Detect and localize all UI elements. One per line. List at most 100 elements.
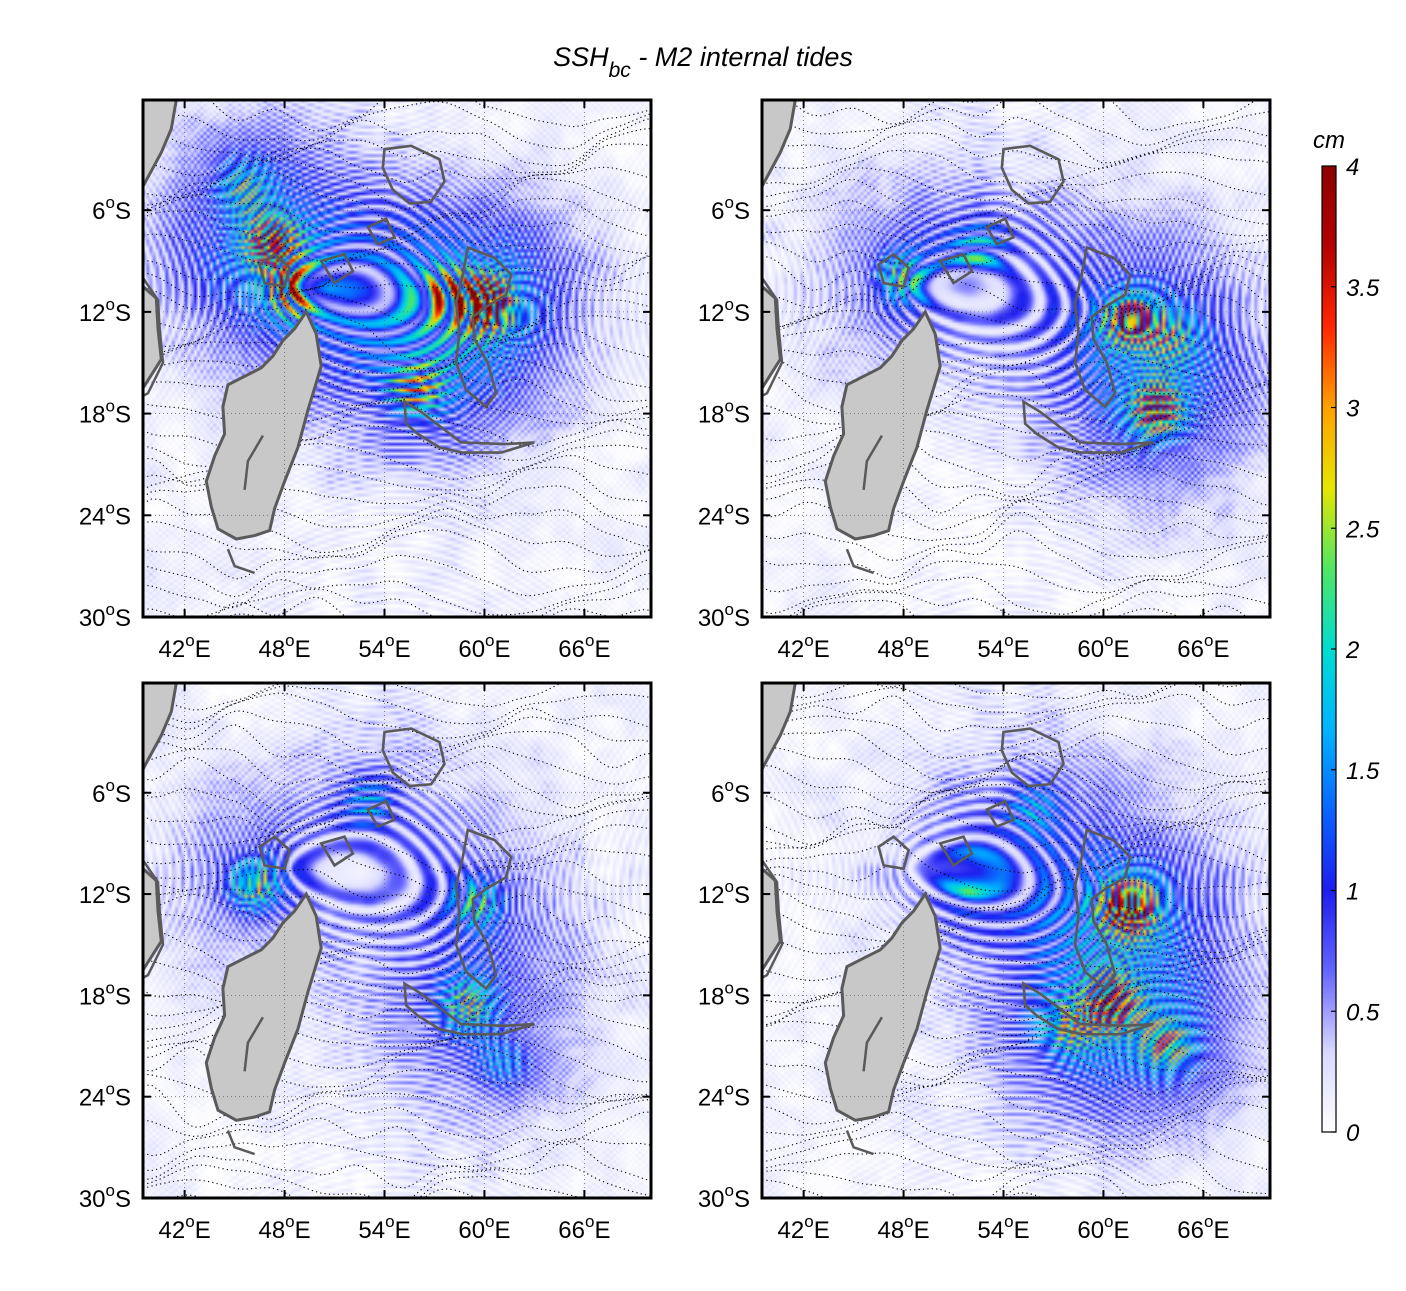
phase-line xyxy=(762,886,1270,942)
phase-line xyxy=(762,1152,1270,1195)
x-tick-label: 42oE xyxy=(778,1212,830,1244)
y-tick-label: 30oS xyxy=(79,600,131,632)
ridge-outline xyxy=(454,245,513,409)
x-tick-label: 66oE xyxy=(558,1212,610,1244)
title-rest: - M2 internal tides xyxy=(631,42,853,72)
phase-line xyxy=(143,843,651,893)
phase-line xyxy=(143,515,651,559)
coastline xyxy=(243,1016,264,1072)
ridge-outline xyxy=(1073,245,1132,409)
colorbar-tick-label: 0 xyxy=(1346,1120,1360,1147)
coastline xyxy=(143,859,165,980)
phase-line xyxy=(762,757,1270,811)
colorbar-tick-label: 3 xyxy=(1346,396,1360,423)
phase-line xyxy=(143,262,651,302)
title-main: SSH xyxy=(553,42,609,72)
phase-line xyxy=(143,117,651,167)
phase-line xyxy=(213,596,651,617)
x-tick-label: 66oE xyxy=(1177,631,1229,663)
y-tick-label: 24oS xyxy=(698,1080,750,1112)
land-africa-north xyxy=(762,683,797,770)
phase-line xyxy=(762,968,1270,1018)
panel-frame xyxy=(760,98,1272,619)
phase-line xyxy=(762,250,1270,293)
x-tick-label: 60oE xyxy=(458,1212,510,1244)
phase-line xyxy=(762,576,1270,615)
panel-frame xyxy=(141,98,653,619)
phase-line xyxy=(762,199,1270,245)
y-tick-label: 12oS xyxy=(79,295,131,327)
phase-line xyxy=(762,100,1270,146)
phase-line xyxy=(762,985,1270,1028)
x-tick-label: 48oE xyxy=(877,631,929,663)
map-panel-top-left: 42oE 48oE 54oE 60oE 66oE 6oS 12oS 18oS 24oS 30oS xyxy=(79,98,653,663)
ridge-outline xyxy=(877,252,911,288)
land-africa-north xyxy=(143,683,178,770)
phase-line xyxy=(143,1138,651,1172)
y-tick-label: 30oS xyxy=(79,1181,131,1213)
phase-line xyxy=(762,431,1270,488)
phase-line xyxy=(143,455,651,491)
phase-line xyxy=(143,306,651,362)
phase-line xyxy=(143,978,651,1017)
phase-line xyxy=(762,729,1270,781)
ridge-outline xyxy=(1022,981,1154,1036)
ridge-outline xyxy=(366,799,397,829)
land-madagascar xyxy=(204,308,323,541)
phase-line xyxy=(143,588,651,617)
ridge-outline xyxy=(1022,399,1154,454)
phase-line xyxy=(143,860,651,905)
map-panel-top-right: 42oE 48oE 54oE 60oE 66oE 6oS 12oS 18oS 24oS 30oS xyxy=(698,98,1272,663)
ridge-outline xyxy=(319,835,355,868)
ridge-outline xyxy=(403,981,535,1036)
x-tick-label: 48oE xyxy=(258,1212,310,1244)
y-tick-label: 12oS xyxy=(698,295,750,327)
figure-title: SSHbc - M2 internal tides xyxy=(553,42,853,82)
ridge-outline xyxy=(403,399,535,454)
ridge-outline xyxy=(1000,727,1065,788)
x-tick-label: 42oE xyxy=(159,1212,211,1244)
phase-line xyxy=(143,786,651,836)
x-tick-label: 48oE xyxy=(258,631,310,663)
phase-line xyxy=(143,779,651,826)
phase-line xyxy=(762,789,1270,846)
phase-line xyxy=(143,1164,651,1198)
ridge-outline xyxy=(1000,144,1065,205)
coastline xyxy=(862,434,883,491)
colorbar-tick-label: 1.5 xyxy=(1346,758,1380,785)
phase-line xyxy=(762,262,1270,309)
colorbar-tick-label: 0.5 xyxy=(1346,999,1380,1026)
phase-line xyxy=(143,692,651,739)
panel-frame xyxy=(760,681,1272,1200)
map-panel-bottom-left: 42oE 48oE 54oE 60oE 66oE 6oS 12oS 18oS 24oS 30oS xyxy=(79,681,653,1244)
x-tick-label: 54oE xyxy=(977,1212,1029,1244)
coastline xyxy=(226,1130,256,1156)
phase-line xyxy=(143,572,651,616)
phase-line xyxy=(762,715,1270,759)
land-madagascar xyxy=(823,891,942,1122)
colorbar-tick-label: 4 xyxy=(1346,154,1359,181)
phase-line xyxy=(762,683,1252,700)
phase-line xyxy=(143,336,651,389)
x-tick-label: 66oE xyxy=(1177,1212,1229,1244)
x-tick-label: 54oE xyxy=(977,631,1029,663)
phase-line xyxy=(762,938,1270,982)
title-subscript: bc xyxy=(609,59,632,82)
ridge-outline xyxy=(454,828,513,991)
phase-line xyxy=(143,724,651,778)
x-tick-label: 60oE xyxy=(458,631,510,663)
y-tick-label: 6oS xyxy=(711,776,750,808)
y-tick-label: 6oS xyxy=(92,776,131,808)
y-tick-label: 24oS xyxy=(79,498,131,530)
y-tick-label: 30oS xyxy=(698,1181,750,1213)
phase-line xyxy=(762,530,1270,581)
ridge-outline xyxy=(258,835,292,871)
y-tick-label: 18oS xyxy=(698,978,750,1010)
phase-line xyxy=(762,1065,1270,1113)
x-tick-label: 66oE xyxy=(558,631,610,663)
phase-line xyxy=(143,914,651,948)
ridge-outline xyxy=(985,216,1016,246)
amplitude-field xyxy=(762,100,1270,617)
phase-line xyxy=(143,127,651,177)
amplitude-field xyxy=(143,100,651,617)
